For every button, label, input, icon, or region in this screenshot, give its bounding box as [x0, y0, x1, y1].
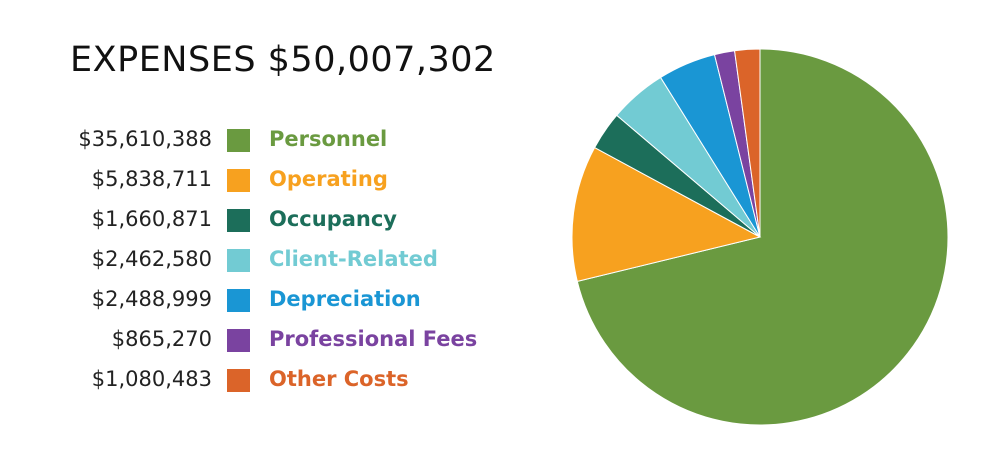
legend-swatch: [227, 209, 250, 232]
legend-swatch: [227, 369, 250, 392]
legend-item: $5,838,711 Operating: [0, 159, 520, 199]
legend-value: $1,080,483: [91, 367, 212, 391]
pie-slice-other-costs: [733, 48, 761, 238]
legend-swatch: [227, 169, 250, 192]
legend-value: $35,610,388: [78, 127, 212, 151]
pie-slice-operating: [571, 146, 762, 282]
legend-value: $2,462,580: [91, 247, 212, 271]
pie-slice-personnel: [576, 48, 949, 426]
legend-item: $2,488,999 Depreciation: [0, 279, 520, 319]
legend-label: Client-Related: [269, 247, 438, 271]
chart-title: EXPENSES $50,007,302: [70, 40, 496, 80]
legend-value: $5,838,711: [91, 167, 212, 191]
legend-label: Depreciation: [269, 287, 421, 311]
legend-item: $1,660,871 Occupancy: [0, 199, 520, 239]
legend-label: Personnel: [269, 127, 388, 151]
legend-label: Operating: [269, 167, 388, 191]
legend-swatch: [227, 249, 250, 272]
legend-swatch: [227, 329, 250, 352]
legend-item: $865,270 Professional Fees: [0, 319, 520, 359]
legend-label: Other Costs: [269, 367, 409, 391]
legend: $35,610,388 Personnel $5,838,711 Operating $…: [0, 119, 520, 399]
legend-item: $2,462,580 Client-Related: [0, 239, 520, 279]
legend-item: $35,610,388 Personnel: [0, 119, 520, 159]
legend-swatch: [227, 289, 250, 312]
legend-swatch: [227, 129, 250, 152]
legend-item: $1,080,483 Other Costs: [0, 359, 520, 399]
legend-value: $865,270: [111, 327, 212, 351]
legend-value: $1,660,871: [91, 207, 212, 231]
legend-label: Professional Fees: [269, 327, 478, 351]
legend-label: Occupancy: [269, 207, 397, 231]
legend-value: $2,488,999: [91, 287, 212, 311]
